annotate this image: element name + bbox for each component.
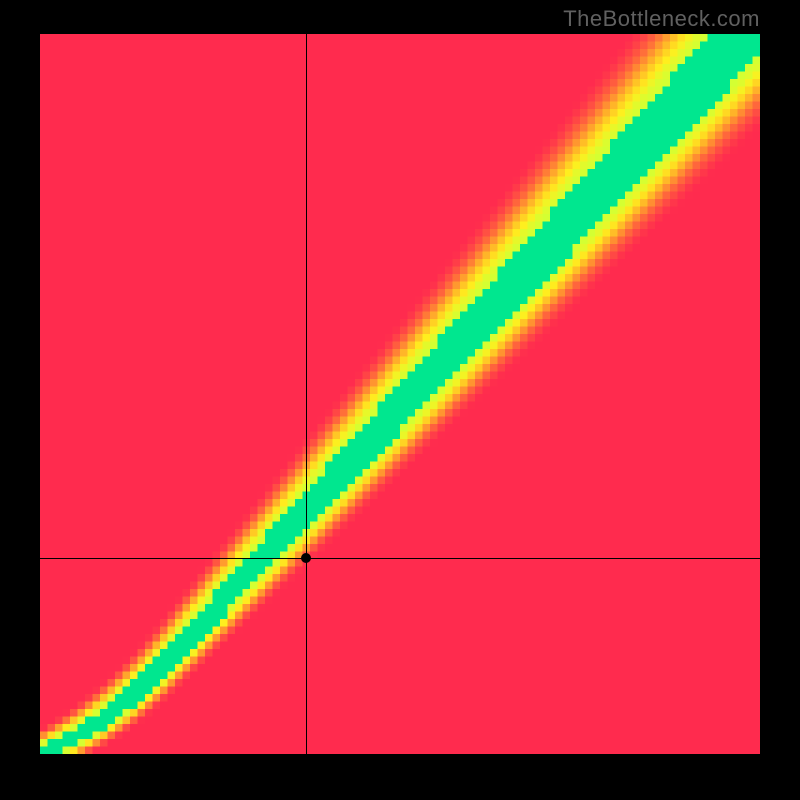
heatmap-canvas bbox=[40, 34, 760, 754]
heatmap-plot bbox=[40, 34, 760, 754]
watermark-text: TheBottleneck.com bbox=[563, 6, 760, 32]
root: TheBottleneck.com bbox=[0, 0, 800, 800]
